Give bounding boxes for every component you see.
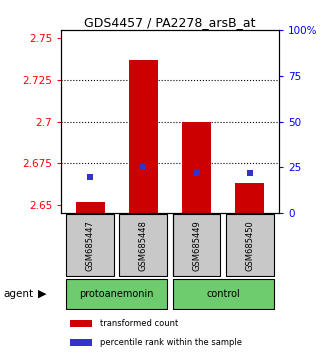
Bar bbox=[173, 279, 274, 309]
Title: GDS4457 / PA2278_arsB_at: GDS4457 / PA2278_arsB_at bbox=[84, 16, 256, 29]
Point bbox=[141, 165, 146, 170]
Text: GSM685448: GSM685448 bbox=[139, 220, 148, 271]
Text: GSM685449: GSM685449 bbox=[192, 220, 201, 270]
Bar bbox=[235, 183, 264, 213]
Text: percentile rank within the sample: percentile rank within the sample bbox=[100, 338, 242, 347]
Text: transformed count: transformed count bbox=[100, 319, 179, 328]
Bar bbox=[70, 339, 91, 347]
Point bbox=[194, 170, 199, 176]
Bar bbox=[76, 201, 105, 213]
Text: protoanemonin: protoanemonin bbox=[80, 289, 154, 299]
Bar bbox=[119, 215, 167, 276]
Text: GSM685450: GSM685450 bbox=[245, 220, 254, 270]
Text: agent: agent bbox=[3, 289, 33, 299]
Bar bbox=[226, 215, 274, 276]
Bar bbox=[173, 215, 220, 276]
Bar bbox=[66, 279, 167, 309]
Bar bbox=[129, 60, 158, 213]
Point bbox=[247, 170, 252, 176]
Text: GSM685447: GSM685447 bbox=[86, 220, 95, 271]
Point bbox=[88, 174, 93, 179]
Bar bbox=[66, 215, 114, 276]
Bar bbox=[70, 320, 91, 327]
Text: ▶: ▶ bbox=[38, 289, 47, 299]
Text: control: control bbox=[206, 289, 240, 299]
Bar bbox=[182, 122, 211, 213]
